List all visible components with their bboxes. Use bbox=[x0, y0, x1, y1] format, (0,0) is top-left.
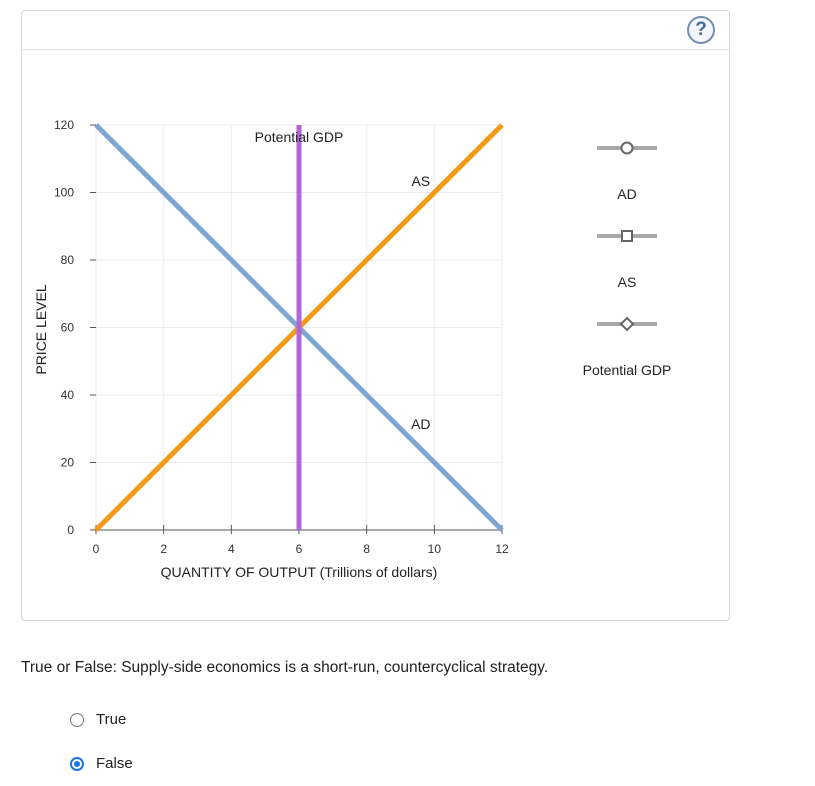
y-tick-label: 60 bbox=[61, 321, 75, 335]
legend-square-marker bbox=[621, 230, 633, 242]
radio-false[interactable] bbox=[70, 756, 84, 771]
legend-item-as[interactable]: AS bbox=[597, 230, 657, 290]
legend-circle-marker bbox=[620, 141, 634, 155]
as-curve-label: AS bbox=[411, 173, 430, 189]
x-tick-label: 4 bbox=[228, 542, 235, 556]
radio-true[interactable] bbox=[70, 712, 84, 727]
potential-gdp-curve-label: Potential GDP bbox=[255, 129, 344, 145]
x-tick-label: 12 bbox=[495, 542, 509, 556]
y-tick-label: 0 bbox=[67, 523, 74, 537]
y-tick-label: 40 bbox=[61, 388, 75, 402]
legend-label: AD bbox=[617, 186, 636, 202]
legend-diamond-marker bbox=[619, 316, 635, 332]
graph-panel: ? bbox=[21, 10, 730, 621]
question-text: True or False: Supply-side economics is … bbox=[21, 659, 549, 676]
option-true-label: True bbox=[96, 711, 127, 728]
x-tick-label: 2 bbox=[160, 542, 167, 556]
chart-legend[interactable]: AD AS Potential GDP bbox=[583, 141, 672, 379]
x-axis-title: QUANTITY OF OUTPUT (Trillions of dollars… bbox=[161, 564, 438, 580]
ad-curve-label: AD bbox=[411, 416, 430, 432]
option-false[interactable]: False bbox=[70, 755, 133, 772]
legend-item-ad[interactable]: AD bbox=[597, 141, 657, 203]
option-false-label: False bbox=[96, 755, 133, 772]
help-button[interactable]: ? bbox=[687, 16, 715, 44]
chart-labels: AD AS Potential GDP bbox=[255, 129, 431, 432]
y-tick-label: 80 bbox=[61, 253, 75, 267]
y-tick-label: 20 bbox=[61, 456, 75, 470]
x-tick-label: 10 bbox=[428, 542, 442, 556]
option-true[interactable]: True bbox=[70, 711, 126, 728]
panel-header-divider bbox=[22, 49, 729, 50]
legend-label: Potential GDP bbox=[583, 362, 672, 378]
x-tick-label: 8 bbox=[363, 542, 370, 556]
chart-series[interactable] bbox=[94, 123, 504, 532]
legend-item-potential-gdp[interactable]: Potential GDP bbox=[583, 316, 672, 378]
y-tick-label: 100 bbox=[54, 186, 74, 200]
y-tick-label: 120 bbox=[54, 118, 74, 132]
y-axis-title: PRICE LEVEL bbox=[33, 284, 49, 374]
x-tick-label: 0 bbox=[93, 542, 100, 556]
legend-label: AS bbox=[618, 274, 637, 290]
x-tick-label: 6 bbox=[296, 542, 303, 556]
